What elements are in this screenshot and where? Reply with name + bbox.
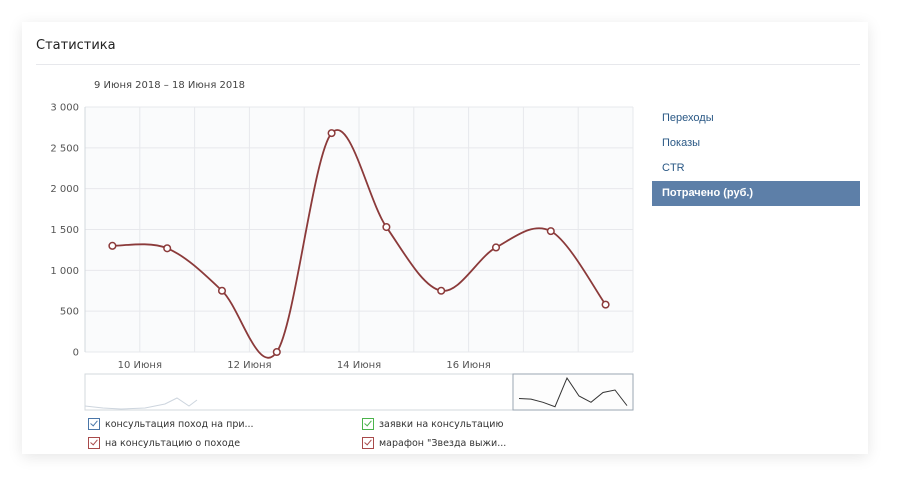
legend-label: марафон "Звезда выжи...: [379, 437, 507, 449]
y-tick-label: 1 500: [50, 225, 79, 236]
data-point: [382, 223, 391, 232]
checkbox-checked-icon[interactable]: [362, 418, 374, 430]
title-divider: [36, 64, 860, 65]
x-tick-label: 10 Июня: [118, 360, 162, 371]
y-tick-label: 2 500: [50, 143, 79, 154]
navigator-series-line: [518, 376, 628, 408]
legend-label: заявки на консультацию: [379, 418, 504, 430]
checkbox-checked-icon[interactable]: [88, 418, 100, 430]
menu-item-transitions[interactable]: Переходы: [662, 112, 714, 124]
y-tick-label: 1 000: [50, 266, 79, 277]
x-tick-label: 16 Июня: [446, 360, 490, 371]
legend-label: на консультацию о походе: [105, 437, 241, 449]
menu-item-ctr[interactable]: CTR: [662, 162, 685, 174]
date-range-label: 9 Июня 2018 – 18 Июня 2018: [94, 80, 245, 91]
series-line: [112, 129, 607, 359]
menu-item-spent[interactable]: Потрачено (руб.): [652, 181, 860, 206]
x-tick-label: 12 Июня: [227, 360, 271, 371]
data-point: [491, 243, 501, 252]
data-point: [272, 347, 281, 357]
y-tick-label: 3 000: [50, 103, 79, 114]
menu-item-impressions[interactable]: Показы: [662, 137, 701, 149]
data-point: [108, 241, 117, 250]
metric-menu: Переходы Показы CTR Потрачено (руб.): [652, 106, 860, 206]
legend-item[interactable]: консультация поход на при...: [88, 418, 254, 430]
data-point: [601, 300, 610, 309]
navigator-selection-window: [512, 373, 634, 411]
checkbox-checked-icon[interactable]: [362, 437, 374, 449]
y-tick-label: 500: [60, 307, 79, 318]
y-tick-label: 2 000: [50, 184, 79, 195]
legend-item[interactable]: заявки на консультацию: [362, 418, 503, 430]
navigator-overview-line: [84, 397, 198, 410]
legend-item[interactable]: на консультацию о походе: [88, 437, 240, 449]
data-point: [437, 286, 446, 295]
data-point: [163, 244, 172, 253]
data-point: [217, 286, 227, 295]
card-title: Статистика: [36, 38, 116, 53]
x-tick-label: 14 Июня: [337, 360, 381, 371]
checkbox-checked-icon[interactable]: [88, 437, 100, 449]
y-tick-label: 0: [73, 348, 79, 359]
data-point: [327, 129, 336, 138]
data-point: [546, 227, 555, 236]
legend-item[interactable]: марафон "Звезда выжи...: [362, 437, 506, 449]
legend-label: консультация поход на при...: [105, 418, 254, 430]
